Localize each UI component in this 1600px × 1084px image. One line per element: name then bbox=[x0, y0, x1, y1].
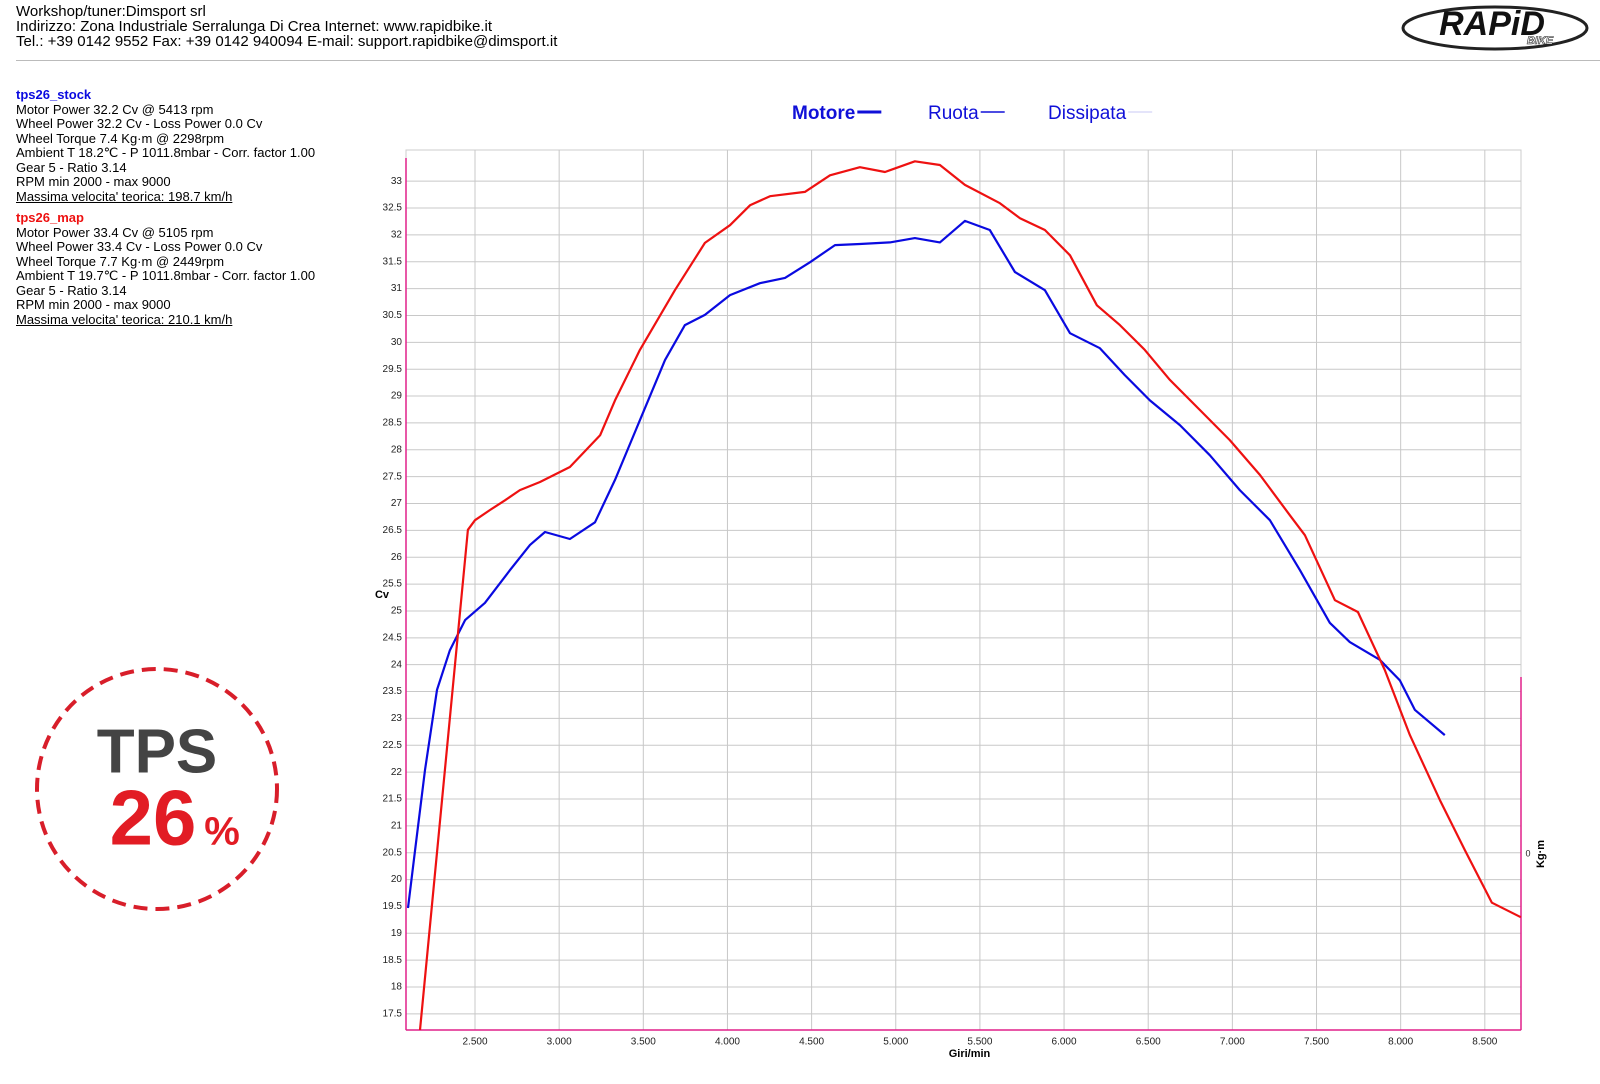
badge-ring bbox=[35, 667, 279, 911]
y-axis-label: Cv bbox=[375, 589, 390, 601]
header-line: Tel.: +39 0142 9552 Fax: +39 0142 940094… bbox=[16, 33, 558, 50]
run-name: tps26_map bbox=[16, 210, 84, 225]
x-tick-label: 7.500 bbox=[1304, 1037, 1329, 1048]
run-line: RPM min 2000 - max 9000 bbox=[16, 174, 171, 189]
run-line: Ambient T 19.7℃ - P 1011.8mbar - Corr. f… bbox=[16, 268, 316, 283]
x-tick-label: 3.000 bbox=[547, 1037, 572, 1048]
y-tick-label: 18 bbox=[391, 982, 403, 993]
y-tick-label: 30.5 bbox=[383, 310, 403, 321]
run-panel: tps26_stock Motor Power 32.2 Cv @ 5413 rp… bbox=[16, 87, 316, 327]
y2-axis-label: Kg·m bbox=[1535, 840, 1547, 868]
header-line: Indirizzo: Zona Industriale Serralunga D… bbox=[16, 18, 493, 35]
y-tick-label: 32.5 bbox=[383, 203, 403, 214]
y-tick-label: 31 bbox=[391, 283, 403, 294]
run-line: Wheel Power 32.2 Cv - Loss Power 0.0 Cv bbox=[16, 116, 263, 131]
x-tick-label: 6.000 bbox=[1052, 1037, 1077, 1048]
separator bbox=[16, 60, 1600, 61]
badge: TPS 26 % bbox=[35, 667, 279, 911]
x-tick-label: 6.500 bbox=[1136, 1037, 1161, 1048]
y-tick-label: 24 bbox=[391, 659, 403, 670]
x-tick-label: 4.500 bbox=[799, 1037, 824, 1048]
series-line bbox=[406, 219, 1446, 909]
run-line: Wheel Power 33.4 Cv - Loss Power 0.0 Cv bbox=[16, 239, 263, 254]
x-tick-label: 2.500 bbox=[462, 1037, 487, 1048]
y-tick-label: 29.5 bbox=[383, 364, 403, 375]
badge-unit: % bbox=[204, 810, 240, 854]
header-line: Workshop/tuner:Dimsport srl bbox=[16, 3, 206, 20]
run-line: RPM min 2000 - max 9000 bbox=[16, 297, 171, 312]
x-tick-label: 4.000 bbox=[715, 1037, 740, 1048]
y-tick-label: 23.5 bbox=[383, 686, 403, 697]
y-tick-label: 20 bbox=[391, 874, 403, 885]
y2-tick-label: 0 bbox=[1525, 848, 1530, 858]
run-line: Gear 5 - Ratio 3.14 bbox=[16, 159, 127, 175]
y-tick-label: 27.5 bbox=[383, 471, 403, 482]
logo: RAPiD BIKE bbox=[1401, 5, 1589, 51]
y-tick-label: 27 bbox=[391, 498, 403, 509]
y-tick-label: 23 bbox=[391, 713, 403, 724]
y-tick-label: 21 bbox=[391, 820, 403, 831]
x-tick-label: 3.500 bbox=[631, 1037, 656, 1048]
x-tick-label: 5.500 bbox=[967, 1037, 992, 1048]
y-tick-label: 31.5 bbox=[383, 256, 403, 267]
plot-area bbox=[405, 149, 1522, 1031]
y-tick-label: 29 bbox=[391, 391, 403, 402]
logo-sub: BIKE bbox=[1527, 35, 1554, 47]
y-tick-label: 25.5 bbox=[383, 579, 403, 590]
header: Workshop/tuner:Dimsport srl Indirizzo: Zo… bbox=[16, 4, 557, 49]
run-speed: Massima velocita' teorica: 210.1 km/h bbox=[16, 311, 233, 327]
legend-label: Motore bbox=[792, 103, 855, 124]
y-tick-label: 19 bbox=[391, 928, 403, 939]
x-tick-label: 5.000 bbox=[883, 1037, 908, 1048]
y-tick-label: 33 bbox=[391, 176, 403, 187]
run-line: Wheel Torque 7.7 Kg·m @ 2449rpm bbox=[16, 253, 225, 269]
run-line: Gear 5 - Ratio 3.14 bbox=[16, 282, 127, 298]
y-tick-label: 20.5 bbox=[383, 847, 403, 858]
legend-label: Dissipata bbox=[1048, 103, 1127, 124]
x-axis-label: Giri/min bbox=[949, 1048, 991, 1060]
y-tick-label: 26.5 bbox=[383, 525, 403, 536]
y-tick-label: 22 bbox=[391, 767, 403, 778]
run-line: Wheel Torque 7.4 Kg·m @ 2298rpm bbox=[16, 130, 225, 146]
y-tick-label: 18.5 bbox=[383, 955, 403, 966]
legend-label: Ruota bbox=[928, 103, 979, 124]
y-tick-label: 17.5 bbox=[383, 1009, 403, 1020]
logo-ring bbox=[1401, 5, 1589, 51]
logo-text: RAPiD bbox=[1439, 5, 1545, 43]
x-tick-label: 8.500 bbox=[1472, 1037, 1497, 1048]
run-line: Motor Power 33.4 Cv @ 5105 rpm bbox=[16, 224, 214, 240]
run-line: Motor Power 32.2 Cv @ 5413 rpm bbox=[16, 101, 214, 117]
y-tick-label: 24.5 bbox=[383, 632, 403, 643]
run-name: tps26_stock bbox=[16, 87, 92, 102]
y-tick-label: 21.5 bbox=[383, 794, 403, 805]
y-tick-label: 30 bbox=[391, 337, 403, 348]
y-tick-label: 25 bbox=[391, 606, 403, 617]
series-line bbox=[418, 160, 1522, 1031]
badge-title: TPS bbox=[97, 717, 218, 786]
y-tick-label: 19.5 bbox=[383, 901, 403, 912]
y-tick-label: 28.5 bbox=[383, 418, 403, 429]
run-line: Ambient T 18.2℃ - P 1011.8mbar - Corr. f… bbox=[16, 145, 316, 160]
y-tick-label: 22.5 bbox=[383, 740, 403, 751]
x-tick-label: 8.000 bbox=[1388, 1037, 1413, 1048]
y-tick-label: 32 bbox=[391, 230, 403, 241]
y-tick-label: 28 bbox=[391, 444, 403, 455]
run-speed: Massima velocita' teorica: 198.7 km/h bbox=[16, 188, 233, 204]
y-tick-label: 26 bbox=[391, 552, 403, 563]
x-tick-label: 7.000 bbox=[1220, 1037, 1245, 1048]
badge-value: 26 bbox=[110, 774, 197, 862]
